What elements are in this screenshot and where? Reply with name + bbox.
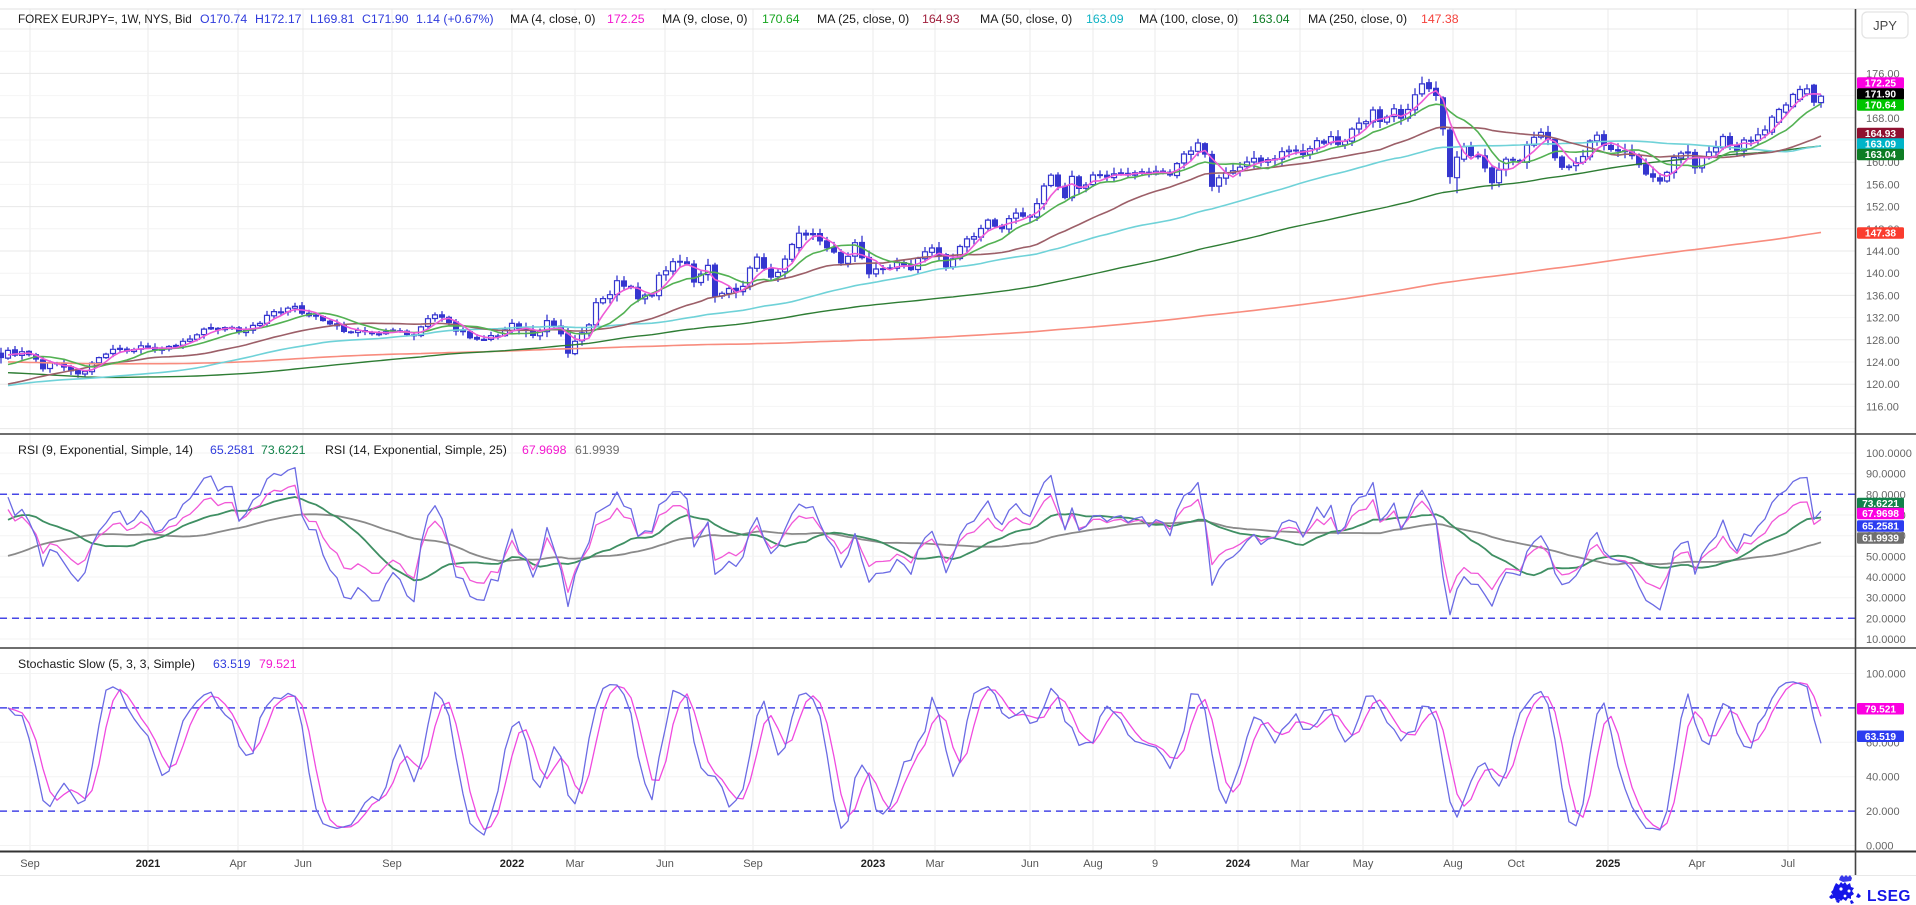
svg-text:124.00: 124.00: [1866, 357, 1900, 369]
svg-text:2025: 2025: [1596, 858, 1620, 870]
svg-text:RSI (14, Exponential, Simple,: RSI (14, Exponential, Simple, 25): [325, 443, 507, 457]
svg-text:65.2581: 65.2581: [210, 443, 255, 457]
svg-text:JPY: JPY: [1873, 18, 1897, 33]
svg-text:152.00: 152.00: [1866, 202, 1900, 214]
svg-text:9: 9: [1152, 858, 1158, 870]
svg-text:67.9698: 67.9698: [522, 443, 567, 457]
svg-text:120.00: 120.00: [1866, 379, 1900, 391]
svg-text:144.00: 144.00: [1866, 246, 1900, 258]
svg-text:171.90: 171.90: [1865, 90, 1896, 101]
svg-text:50.0000: 50.0000: [1866, 551, 1906, 563]
svg-text:MA (250, close, 0): MA (250, close, 0): [1308, 12, 1407, 26]
svg-text:Mar: Mar: [566, 858, 585, 870]
svg-text:Mar: Mar: [926, 858, 945, 870]
svg-text:100.000: 100.000: [1866, 669, 1906, 681]
svg-text:LSEG: LSEG: [1867, 888, 1911, 905]
svg-text:MA (100, close, 0): MA (100, close, 0): [1139, 12, 1238, 26]
svg-text:65.2581: 65.2581: [1862, 522, 1899, 533]
svg-text:40.000: 40.000: [1866, 772, 1900, 784]
svg-text:163.09: 163.09: [1086, 12, 1124, 26]
svg-text:61.9939: 61.9939: [575, 443, 620, 457]
svg-text:Jun: Jun: [1021, 858, 1039, 870]
svg-text:67.9698: 67.9698: [1862, 509, 1899, 520]
svg-text:2021: 2021: [136, 858, 160, 870]
svg-text:Sep: Sep: [743, 858, 763, 870]
svg-text:163.04: 163.04: [1865, 150, 1896, 161]
svg-text:164.93: 164.93: [1865, 129, 1896, 140]
svg-text:MA (9, close, 0): MA (9, close, 0): [662, 12, 747, 26]
svg-text:2024: 2024: [1226, 858, 1251, 870]
svg-text:RSI (9, Exponential, Simple, 1: RSI (9, Exponential, Simple, 14): [18, 443, 193, 457]
svg-text:136.00: 136.00: [1866, 290, 1900, 302]
svg-text:20.000: 20.000: [1866, 806, 1900, 818]
svg-text:1.14 (+0.67%): 1.14 (+0.67%): [416, 12, 494, 26]
svg-text:90.0000: 90.0000: [1866, 469, 1906, 481]
svg-text:170.64: 170.64: [762, 12, 800, 26]
svg-text:Mar: Mar: [1291, 858, 1310, 870]
svg-text:MA (25, close, 0): MA (25, close, 0): [817, 12, 909, 26]
svg-text:156.00: 156.00: [1866, 179, 1900, 191]
svg-text:Oct: Oct: [1507, 858, 1524, 870]
svg-text:79.521: 79.521: [1865, 704, 1896, 715]
svg-text:163.04: 163.04: [1252, 12, 1290, 26]
svg-text:Jul: Jul: [1781, 858, 1795, 870]
svg-text:164.93: 164.93: [922, 12, 960, 26]
svg-text:L169.81: L169.81: [310, 12, 355, 26]
svg-text:2022: 2022: [500, 858, 524, 870]
svg-text:163.09: 163.09: [1865, 140, 1896, 151]
svg-text:40.0000: 40.0000: [1866, 572, 1906, 584]
svg-text:73.6221: 73.6221: [261, 443, 306, 457]
svg-text:168.00: 168.00: [1866, 113, 1900, 125]
svg-text:79.521: 79.521: [259, 657, 297, 671]
svg-text:Sep: Sep: [382, 858, 402, 870]
svg-text:0.000: 0.000: [1866, 840, 1894, 852]
svg-text:61.9939: 61.9939: [1862, 534, 1899, 545]
svg-text:128.00: 128.00: [1866, 335, 1900, 347]
svg-text:132.00: 132.00: [1866, 313, 1900, 325]
svg-text:170.64: 170.64: [1865, 101, 1896, 112]
svg-text:Stochastic Slow (5, 3, 3, Simp: Stochastic Slow (5, 3, 3, Simple): [18, 657, 195, 671]
svg-text:73.6221: 73.6221: [1862, 499, 1899, 510]
svg-text:30.0000: 30.0000: [1866, 593, 1906, 605]
svg-text:O170.74: O170.74: [200, 12, 247, 26]
svg-text:10.0000: 10.0000: [1866, 634, 1906, 646]
svg-text:Apr: Apr: [1688, 858, 1705, 870]
svg-text:Jun: Jun: [656, 858, 674, 870]
svg-text:140.00: 140.00: [1866, 268, 1900, 280]
svg-text:FOREX EURJPY=, 1W, NYS, Bid: FOREX EURJPY=, 1W, NYS, Bid: [18, 13, 192, 26]
svg-text:116.00: 116.00: [1866, 401, 1899, 413]
svg-text:147.38: 147.38: [1421, 12, 1459, 26]
svg-text:May: May: [1353, 858, 1374, 870]
svg-text:MA (50, close, 0): MA (50, close, 0): [980, 12, 1072, 26]
svg-text:63.519: 63.519: [213, 657, 251, 671]
svg-text:MA (4, close, 0): MA (4, close, 0): [510, 12, 595, 26]
svg-text:Sep: Sep: [20, 858, 40, 870]
svg-text:172.25: 172.25: [607, 12, 645, 26]
svg-text:Jun: Jun: [294, 858, 312, 870]
svg-text:Aug: Aug: [1443, 858, 1463, 870]
svg-text:100.0000: 100.0000: [1866, 448, 1912, 460]
svg-text:H172.17: H172.17: [255, 12, 302, 26]
svg-text:C171.90: C171.90: [362, 12, 409, 26]
svg-text:147.38: 147.38: [1865, 229, 1896, 240]
svg-text:20.0000: 20.0000: [1866, 613, 1906, 625]
svg-text:2023: 2023: [861, 858, 885, 870]
svg-text:Apr: Apr: [229, 858, 246, 870]
svg-text:Aug: Aug: [1083, 858, 1103, 870]
svg-text:172.25: 172.25: [1865, 79, 1896, 90]
svg-text:63.519: 63.519: [1865, 732, 1896, 743]
